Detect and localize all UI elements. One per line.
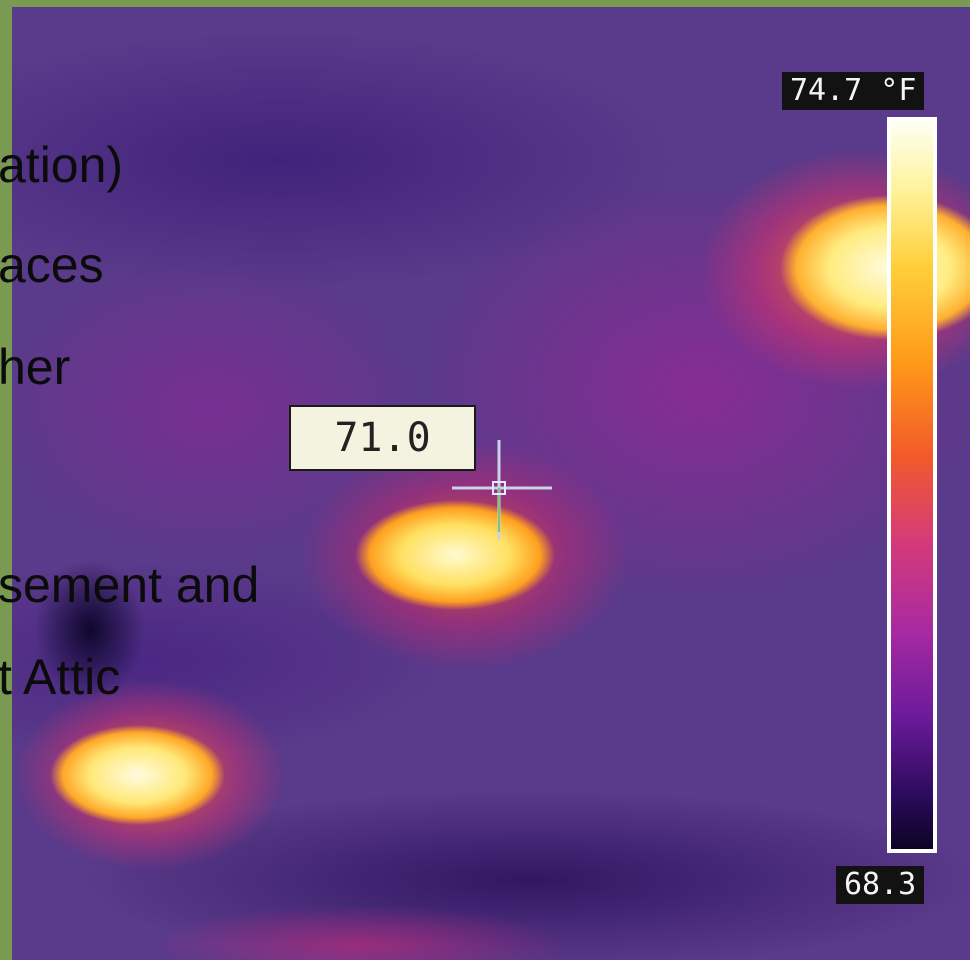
crosshair-icon: [452, 440, 552, 540]
temperature-scale-bar: [887, 117, 937, 853]
scale-max-label: 74.7 °F: [782, 72, 925, 110]
slide-frame-top: [0, 0, 970, 7]
scale-min-label: 68.3: [836, 866, 925, 904]
slide-text-line: her: [0, 339, 71, 395]
hot-spot-center: [355, 500, 555, 610]
spot-temperature-readout: 71.0: [289, 405, 476, 471]
hot-spot-lower-left: [50, 725, 225, 825]
slide-frame-left: [0, 0, 12, 960]
slide-text-line: sement and: [0, 557, 260, 613]
hot-spot-upper-right: [780, 195, 970, 340]
dark-spot: [35, 560, 145, 700]
slide-text-line: ation): [0, 137, 124, 193]
slide-text-line: aces: [0, 237, 104, 293]
slide-text-line: t Attic: [0, 649, 121, 705]
